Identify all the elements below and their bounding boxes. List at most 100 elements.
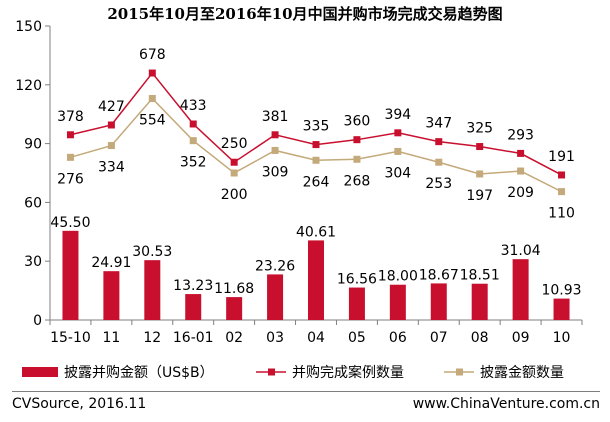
cases-marker [353,136,361,144]
x-tick-label: 16-01 [173,330,214,346]
legend: 披露并购金额（US$B） 并购完成案例数量 披露金额数量 [22,364,564,381]
cases-value-label: 293 [507,127,534,143]
cases-marker [66,131,74,139]
x-tick-label: 03 [266,330,284,346]
legend-swatch-bar [22,367,58,377]
cases-value-label: 335 [303,119,330,135]
amount-count-value-label: 304 [384,165,411,181]
bar [308,240,324,320]
y-tick-label: 0 [33,313,42,329]
x-tick-label: 08 [471,330,489,346]
y-tick-label: 90 [24,137,42,153]
amount-count-value-label: 209 [507,185,534,201]
amount-count-value-label: 197 [466,188,493,204]
legend-swatch-amount-count-marker [456,368,463,376]
cases-value-label: 394 [384,107,411,123]
bar-value-label: 23.26 [255,258,295,274]
y-tick-label: 120 [15,78,42,94]
bar-value-label: 11.68 [214,281,254,297]
cases-value-label: 427 [98,99,125,115]
cases-value-label: 191 [548,149,575,165]
x-tick-label: 02 [225,330,243,346]
bar-value-label: 30.53 [132,244,172,260]
bar-value-label: 31.04 [501,243,541,259]
amount-count-value-label: 200 [221,187,248,203]
bar-series [62,230,570,320]
y-tick-label: 60 [24,195,42,211]
bar [348,287,365,320]
cases-value-label: 250 [221,136,248,152]
amount-count-marker [107,142,115,150]
bar [144,260,161,320]
bar [185,294,202,320]
legend-label-bar: 披露并购金额（US$B） [64,365,214,381]
amount-count-marker [148,95,156,103]
bar-value-label: 24.91 [91,255,131,271]
cases-marker [189,120,197,128]
x-tick-label: 04 [307,330,325,346]
amount-count-marker [435,158,443,166]
footer-divider [12,391,600,392]
amount-count-marker [312,156,320,164]
amount-count-value-label: 110 [548,206,575,222]
bar [103,271,120,320]
website-url: www.ChinaVenture.com.cn [412,396,600,412]
bar [430,283,447,320]
cases-marker [435,138,443,146]
cases-value-label: 347 [425,116,452,132]
bar-value-label: 40.61 [296,224,336,240]
amount-count-value-label: 253 [425,176,452,192]
amount-count-value-label: 264 [303,174,330,190]
cases-value-label: 325 [466,121,493,137]
x-tick-label: 15-10 [50,330,91,346]
bar-value-label: 18.67 [419,267,459,283]
bar-value-label: 16.56 [337,272,377,288]
amount-count-marker [394,147,402,155]
bar [553,298,570,320]
y-tick-label: 150 [15,19,42,35]
trend-chart: 2015年10月至2016年10月中国并购市场完成交易趋势图 030609012… [15,5,583,381]
bar-value-label: 10.93 [541,283,581,299]
x-tick-label: 12 [143,330,161,346]
amount-count-marker [66,153,74,161]
cases-value-label: 378 [57,109,84,125]
bar [62,230,79,320]
legend-label-cases: 并购完成案例数量 [292,364,404,381]
line-series [66,69,566,196]
bar-value-label: 18.51 [460,268,500,284]
amount-count-marker [353,155,361,163]
amount-count-value-label: 334 [98,160,125,176]
cases-value-label: 381 [262,109,289,125]
amount-count-marker [230,169,238,177]
bar [267,274,284,320]
y-tick-label: 30 [24,254,42,270]
amount-count-marker [476,170,484,178]
amount-count-value-label: 554 [139,113,166,129]
amount-count-marker [558,188,566,196]
cases-value-label: 433 [180,98,207,114]
bar [226,297,243,320]
cases-marker [312,141,320,149]
x-tick-label: 10 [553,330,571,346]
amount-count-value-label: 309 [262,164,289,180]
x-tick-label: 06 [389,330,407,346]
amount-count-value-label: 352 [180,155,207,171]
amount-count-marker [271,146,279,154]
amount-count-marker [189,137,197,145]
axes: 0 30 60 90 120 150 15-10 11 12 16-01 02 03 04 05 06 07 0… [15,19,583,346]
cases-marker [230,158,238,166]
amount-count-value-label: 268 [344,173,371,189]
cases-marker [394,129,402,137]
amount-count-value-label: 276 [57,171,84,187]
cases-marker [107,121,115,129]
bar [512,259,529,320]
cases-marker [558,171,566,179]
legend-label-amount-count: 披露金额数量 [480,365,564,381]
bar [389,284,406,320]
x-tick-label: 05 [348,330,366,346]
x-tick-label: 11 [102,330,120,346]
cases-value-label: 360 [344,114,371,130]
bar-value-label: 45.50 [50,215,90,231]
bar-value-label: 18.00 [378,269,418,285]
